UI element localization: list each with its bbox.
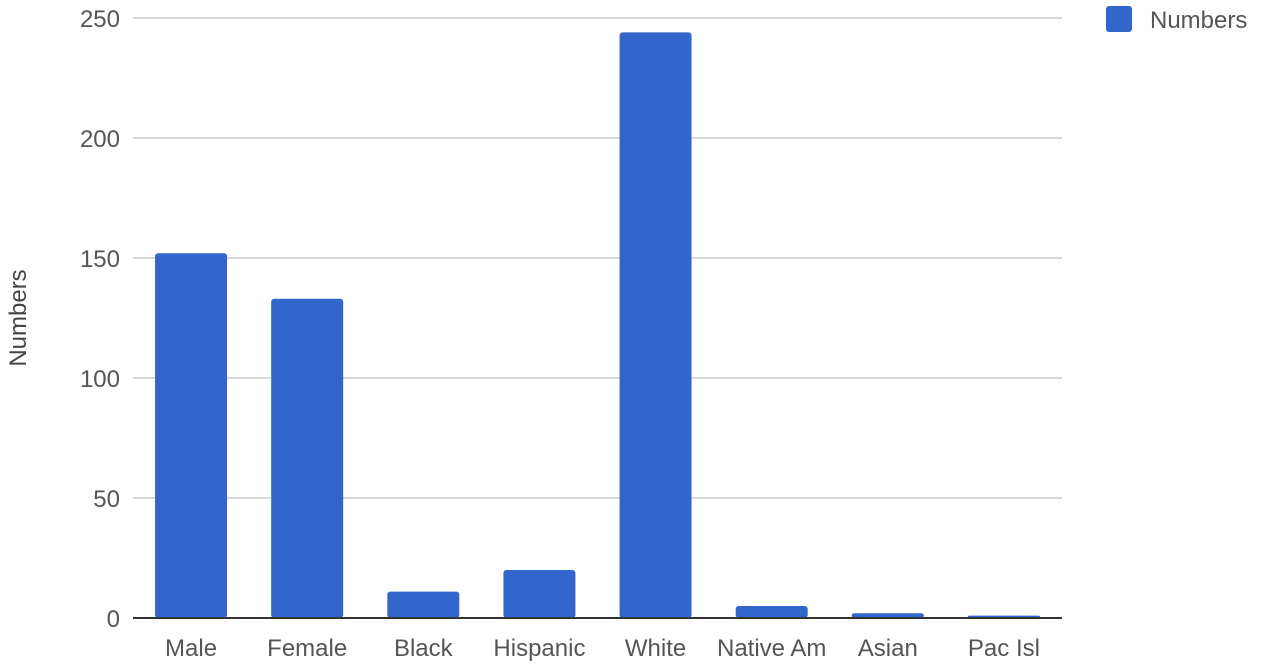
x-tick-label: Black xyxy=(394,635,454,662)
x-tick-label: Hispanic xyxy=(493,635,585,662)
y-tick-label: 100 xyxy=(80,366,120,393)
x-tick-label: Pac Isl xyxy=(968,635,1040,662)
legend: Numbers xyxy=(1106,6,1247,34)
y-axis-title: Numbers xyxy=(5,269,32,366)
legend-label-numbers: Numbers xyxy=(1150,7,1247,34)
bar-female xyxy=(271,298,344,618)
x-axis-tick-labels: Male Female Black Hispanic White Native Am Asi… xyxy=(165,635,1040,662)
bar-male xyxy=(155,253,228,618)
bar-native-am xyxy=(735,606,808,618)
bar-black xyxy=(387,591,460,618)
x-tick-label: Female xyxy=(267,635,347,662)
y-tick-label: 150 xyxy=(80,246,120,273)
x-tick-label: White xyxy=(625,635,686,662)
x-tick-label: Native Am xyxy=(717,635,826,662)
legend-swatch xyxy=(1106,6,1132,32)
bars xyxy=(155,32,1040,618)
y-axis-tick-labels: 0 50 100 150 200 250 xyxy=(80,6,120,633)
y-tick-label: 50 xyxy=(93,486,120,513)
bar-hispanic xyxy=(503,570,576,618)
y-tick-label: 0 xyxy=(107,606,120,633)
bar-white xyxy=(619,32,692,618)
y-tick-label: 200 xyxy=(80,126,120,153)
x-tick-label: Male xyxy=(165,635,217,662)
y-tick-label: 250 xyxy=(80,6,120,33)
x-tick-label: Asian xyxy=(858,635,918,662)
bar-asian xyxy=(851,613,924,618)
